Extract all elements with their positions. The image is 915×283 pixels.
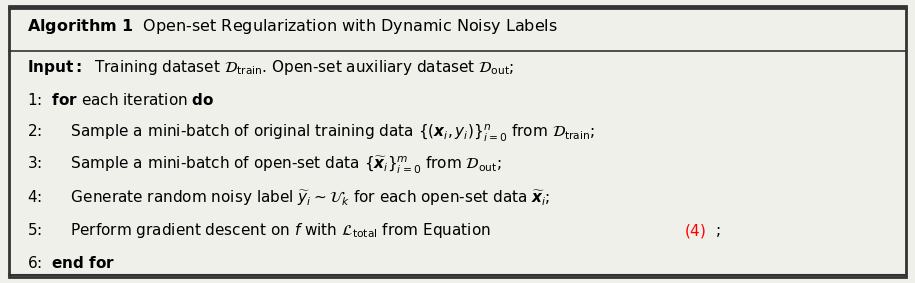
Text: $\bf{Algorithm\ 1}$  Open-set Regularization with Dynamic Noisy Labels: $\bf{Algorithm\ 1}$ Open-set Regularizat… [27, 17, 558, 37]
Text: $(4)$: $(4)$ [684, 222, 706, 240]
Text: 1:  $\mathbf{for}$ each iteration $\mathbf{do}$: 1: $\mathbf{for}$ each iteration $\mathb… [27, 93, 215, 108]
Text: 2:      Sample a mini-batch of original training data $\{(\boldsymbol{x}_i, y_i): 2: Sample a mini-batch of original train… [27, 123, 596, 143]
Text: 5:      Perform gradient descent on $f$ with $\mathcal{L}_{\mathrm{total}}$ from: 5: Perform gradient descent on $f$ with … [27, 221, 492, 240]
Text: ;: ; [716, 223, 721, 238]
Text: 6:  $\mathbf{end\ for}$: 6: $\mathbf{end\ for}$ [27, 255, 115, 271]
FancyBboxPatch shape [9, 6, 906, 277]
Text: 4:      Generate random noisy label $\widetilde{y}_i \sim \mathcal{U}_k$ for eac: 4: Generate random noisy label $\widetil… [27, 188, 551, 208]
Text: $\mathbf{Input:}$  Training dataset $\mathcal{D}_{\mathrm{train}}$. Open-set aux: $\mathbf{Input:}$ Training dataset $\mat… [27, 58, 515, 78]
Text: 3:      Sample a mini-batch of open-set data $\{\widetilde{\boldsymbol{x}}_i\}_{: 3: Sample a mini-batch of open-set data … [27, 155, 502, 176]
